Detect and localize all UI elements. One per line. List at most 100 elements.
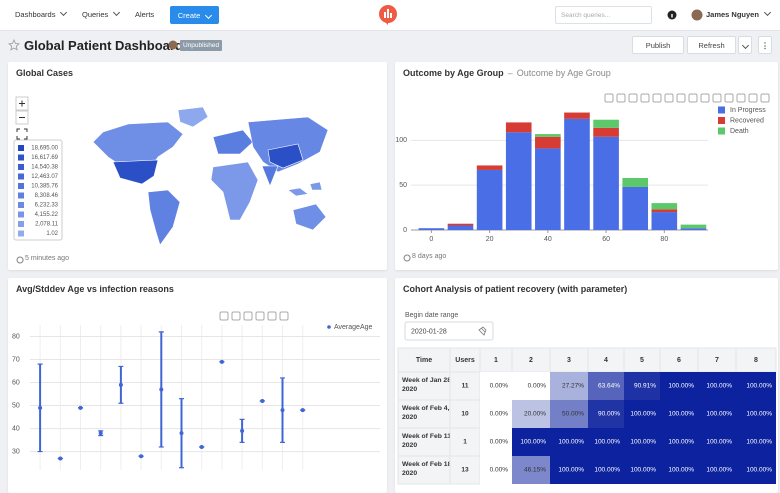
row-label-line: Week of Feb 18,	[402, 461, 453, 468]
nav-label: Queries	[82, 10, 109, 19]
cohort-value: 27.27%	[562, 383, 584, 390]
date-input[interactable]	[404, 321, 494, 341]
toolbar-button[interactable]	[267, 311, 277, 321]
chart-toolbar	[219, 311, 289, 321]
greenland[interactable]	[177, 106, 209, 128]
create-button[interactable]: Create	[170, 6, 219, 24]
toolbar-button[interactable]	[231, 311, 241, 321]
table-cell	[397, 455, 451, 485]
mean-point	[159, 387, 164, 392]
table-cell	[624, 372, 660, 400]
row-label-line: 2020	[402, 414, 417, 421]
table-cell	[588, 400, 624, 428]
toolbar-button[interactable]	[640, 93, 650, 103]
toolbar-button[interactable]	[748, 93, 758, 103]
y-tick-label: 70	[12, 356, 20, 363]
toolbar-button[interactable]	[724, 93, 734, 103]
mean-point	[38, 405, 43, 410]
nav-dashboards[interactable]: Dashboards	[15, 8, 68, 19]
cohort-value: 100.00%	[706, 411, 732, 418]
table-cell	[550, 456, 588, 484]
avatar[interactable]	[691, 9, 703, 21]
table-cell	[660, 400, 698, 428]
bar-segment	[535, 136, 561, 149]
legend-label[interactable]: AverageAge	[334, 324, 373, 331]
africa[interactable]	[210, 161, 259, 221]
table-cell	[736, 400, 776, 428]
europe[interactable]	[212, 129, 254, 155]
toolbar-button[interactable]	[712, 93, 722, 103]
help-icon[interactable]	[667, 10, 677, 20]
toolbar-button[interactable]	[652, 93, 662, 103]
mean-point	[260, 398, 265, 403]
row-label-line: Week of Feb 4,	[402, 405, 450, 412]
legend-swatch[interactable]	[718, 127, 725, 135]
header-cell	[397, 347, 451, 373]
mean-point	[78, 405, 83, 410]
china[interactable]	[267, 143, 304, 169]
south-america[interactable]	[147, 189, 181, 246]
legend-label: 12,463.07	[31, 174, 58, 180]
toolbar-button[interactable]	[736, 93, 746, 103]
search-box[interactable]: Search queries...	[555, 6, 652, 24]
legend-swatch[interactable]	[718, 106, 725, 114]
cohort-value: 100.00%	[746, 411, 772, 418]
legend-swatch[interactable]	[327, 325, 331, 329]
favorite-star[interactable]	[8, 39, 20, 51]
toolbar-button[interactable]	[604, 93, 614, 103]
toolbar-button[interactable]	[243, 311, 253, 321]
more-menu[interactable]: ⋮	[758, 36, 772, 54]
fullscreen[interactable]	[16, 128, 28, 140]
toolbar-button[interactable]	[628, 93, 638, 103]
legend-swatch[interactable]	[718, 117, 725, 124]
map-legend-box	[13, 139, 63, 241]
legend-label[interactable]: Recovered	[730, 117, 764, 124]
australia[interactable]	[292, 203, 327, 231]
refresh-button[interactable]: Refresh	[687, 36, 736, 54]
legend-swatch	[18, 154, 24, 161]
row-label-line: 2020	[402, 386, 417, 393]
asia[interactable]	[247, 116, 329, 173]
cohort-table: Time Users 1 2 3 4 5 6 7 8 Week of Jan 28, 2020 11 0.…	[397, 347, 777, 485]
cohort-value: 20.00%	[524, 411, 546, 418]
united-states[interactable]	[112, 159, 159, 185]
table-cell	[624, 428, 660, 456]
toolbar-button[interactable]	[664, 93, 674, 103]
bar-segment	[535, 148, 561, 230]
user-count: 10	[461, 411, 469, 418]
mean-point	[280, 408, 285, 413]
toolbar-button[interactable]	[676, 93, 686, 103]
toolbar-button[interactable]	[760, 93, 770, 103]
cohort-value: 100.00%	[630, 439, 656, 446]
x-tick-label: 0	[429, 236, 433, 243]
toolbar-button[interactable]	[616, 93, 626, 103]
publish-button[interactable]: Publish	[632, 36, 684, 54]
chart-subtitle: Outcome by Age Group	[517, 68, 611, 78]
widget-title: Outcome by Age Group – Outcome by Age Grou…	[403, 68, 611, 78]
legend-label[interactable]: In Progress	[730, 107, 766, 114]
user-count: 1	[463, 439, 467, 446]
column-header: Time	[416, 357, 432, 364]
nav-queries[interactable]: Queries	[82, 8, 121, 19]
legend-label[interactable]: Death	[730, 128, 749, 135]
toolbar-button[interactable]	[279, 311, 289, 321]
toolbar-button[interactable]	[700, 93, 710, 103]
bar-segment	[476, 169, 503, 230]
cohort-value: 100.00%	[746, 467, 772, 474]
legend-swatch	[18, 221, 24, 227]
indonesia[interactable]	[287, 181, 323, 197]
nav-label: Dashboards	[15, 10, 56, 19]
column-header: 3	[567, 357, 571, 364]
x-tick-label: 80	[660, 236, 668, 243]
bar-segment	[680, 228, 707, 230]
bar-segment	[564, 112, 590, 119]
refresh-dropdown[interactable]	[738, 36, 752, 54]
toolbar-button[interactable]	[688, 93, 698, 103]
user-menu[interactable]: James Nguyen	[706, 8, 771, 19]
cohort-value: 100.00%	[706, 467, 732, 474]
cohort-value: 100.00%	[668, 411, 694, 418]
toolbar-button[interactable]	[219, 311, 229, 321]
india[interactable]	[261, 165, 279, 187]
nav-alerts[interactable]: Alerts	[135, 10, 155, 19]
toolbar-button[interactable]	[255, 311, 265, 321]
